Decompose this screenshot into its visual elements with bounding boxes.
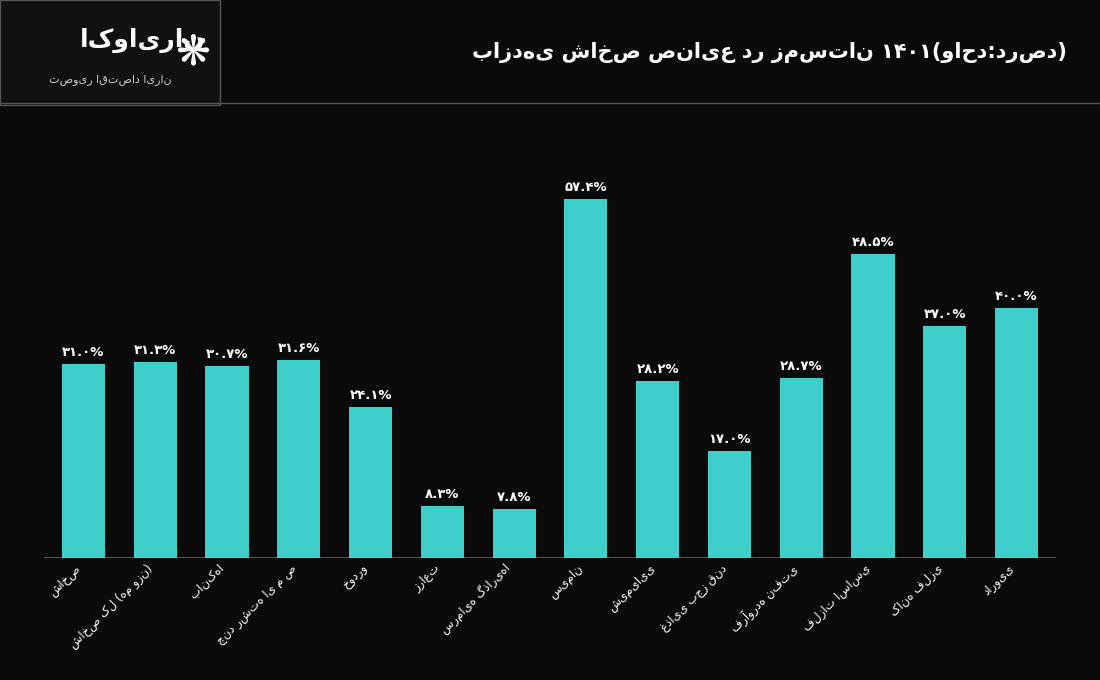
Bar: [851, 254, 894, 558]
Bar: [923, 326, 966, 558]
Bar: [636, 381, 679, 558]
Text: اکوایران: اکوایران: [80, 27, 206, 52]
Bar: [564, 199, 607, 558]
Text: ۷.۸%: ۷.۸%: [497, 491, 531, 504]
Text: ۲۴.۱%: ۲۴.۱%: [350, 389, 392, 402]
Text: ۸.۳%: ۸.۳%: [426, 488, 460, 500]
Bar: [62, 364, 104, 558]
Bar: [277, 360, 320, 558]
Text: ❋: ❋: [175, 32, 210, 73]
Text: ۲۸.۷%: ۲۸.۷%: [780, 360, 823, 373]
Text: ۵۷.۴%: ۵۷.۴%: [564, 181, 607, 194]
Bar: [349, 407, 392, 558]
Text: ۴۸.۵%: ۴۸.۵%: [851, 237, 894, 250]
Text: ۳۱.۰%: ۳۱.۰%: [63, 346, 104, 359]
Text: ۱۷.۰%: ۱۷.۰%: [708, 433, 750, 446]
Text: ۳۱.۳%: ۳۱.۳%: [134, 344, 176, 357]
Text: تصویر اقتصاد ایران: تصویر اقتصاد ایران: [48, 73, 172, 84]
Text: ۳۱.۶%: ۳۱.۶%: [277, 342, 320, 355]
Bar: [493, 509, 536, 558]
Text: ۴۰.۰%: ۴۰.۰%: [996, 290, 1037, 303]
Bar: [206, 366, 249, 558]
Text: ۳۷.۰%: ۳۷.۰%: [924, 308, 966, 322]
Text: ۲۸.۲%: ۲۸.۲%: [636, 363, 679, 376]
Text: ۳۰.۷%: ۳۰.۷%: [206, 347, 249, 360]
Bar: [780, 378, 823, 558]
Bar: [996, 307, 1038, 558]
Text: بازدهی شاخص صنایع در زمستان ۱۴۰۱(واحد:درصد): بازدهی شاخص صنایع در زمستان ۱۴۰۱(واحد:در…: [472, 42, 1067, 63]
Bar: [708, 452, 751, 558]
FancyBboxPatch shape: [0, 0, 220, 105]
Bar: [421, 506, 464, 558]
Bar: [134, 362, 177, 558]
